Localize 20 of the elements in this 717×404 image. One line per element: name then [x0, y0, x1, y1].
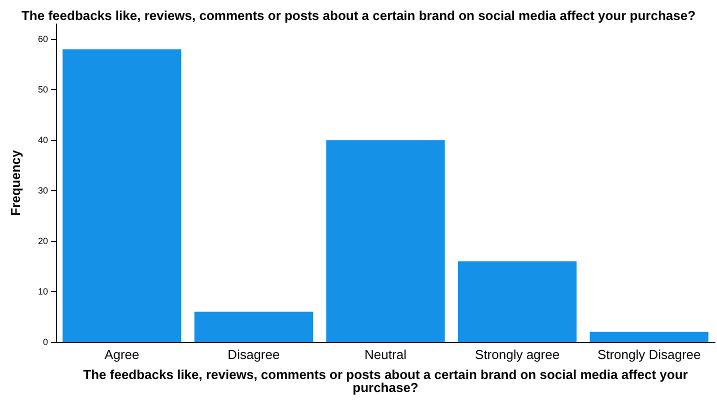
bar [458, 261, 577, 342]
bar [62, 49, 182, 342]
y-tick-label: 50 [38, 84, 48, 95]
y-tick-label: 60 [38, 34, 48, 44]
y-tick-label: 30 [38, 186, 48, 196]
bar [326, 140, 445, 342]
bar [590, 332, 708, 342]
y-tick-label: 20 [38, 236, 48, 246]
x-tick-label: Neutral [364, 347, 407, 362]
x-tick-label: Strongly agree [475, 347, 560, 362]
chart-title: The feedbacks like, reviews, comments or posts about a certain brand on social media affect your purchase? [21, 8, 696, 23]
bar [194, 312, 314, 342]
y-tick-label: 40 [38, 135, 48, 146]
y-axis-title: Frequency [8, 149, 23, 216]
x-tick-label: Strongly Disagree [597, 347, 701, 362]
x-axis-title: The feedbacks like, reviews, comments or posts about a certain brand on social media affect your purchase? [83, 367, 688, 395]
x-tick-label: Disagree [228, 347, 280, 362]
y-tick-label: 0 [42, 337, 48, 347]
x-tick-label: Agree [104, 347, 140, 362]
y-tick-label: 10 [38, 286, 48, 297]
